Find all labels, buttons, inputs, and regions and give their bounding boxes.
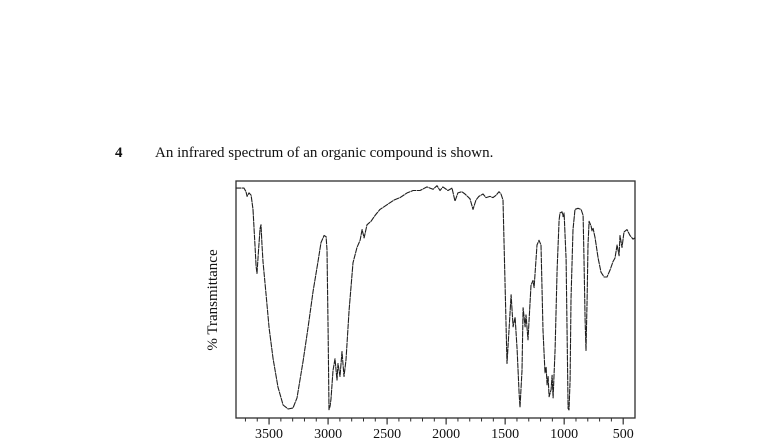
x-tick-label: 3000 [314, 427, 342, 441]
x-axis-ticks [244, 418, 624, 425]
question-text: An infrared spectrum of an organic compo… [155, 145, 494, 161]
plot-frame [235, 180, 636, 419]
spectrum-curve [235, 185, 636, 411]
x-tick-label: 2000 [432, 427, 460, 441]
x-tick-label: 1000 [550, 427, 578, 441]
y-axis-label: % Transmittance [205, 249, 221, 351]
question-number: 4 [115, 145, 123, 161]
x-tick-label: 3500 [255, 427, 283, 441]
spectrum-line [235, 185, 636, 411]
x-tick-label: 1500 [491, 427, 519, 441]
x-axis-tick-labels: 3500 3000 2500 2000 1500 1000 500 [255, 427, 634, 442]
question-line: 4 An infrared spectrum of an organic com… [115, 144, 493, 162]
x-tick-label: 500 [613, 427, 634, 441]
plot-border [235, 180, 636, 419]
x-tick-label: 2500 [373, 427, 401, 441]
